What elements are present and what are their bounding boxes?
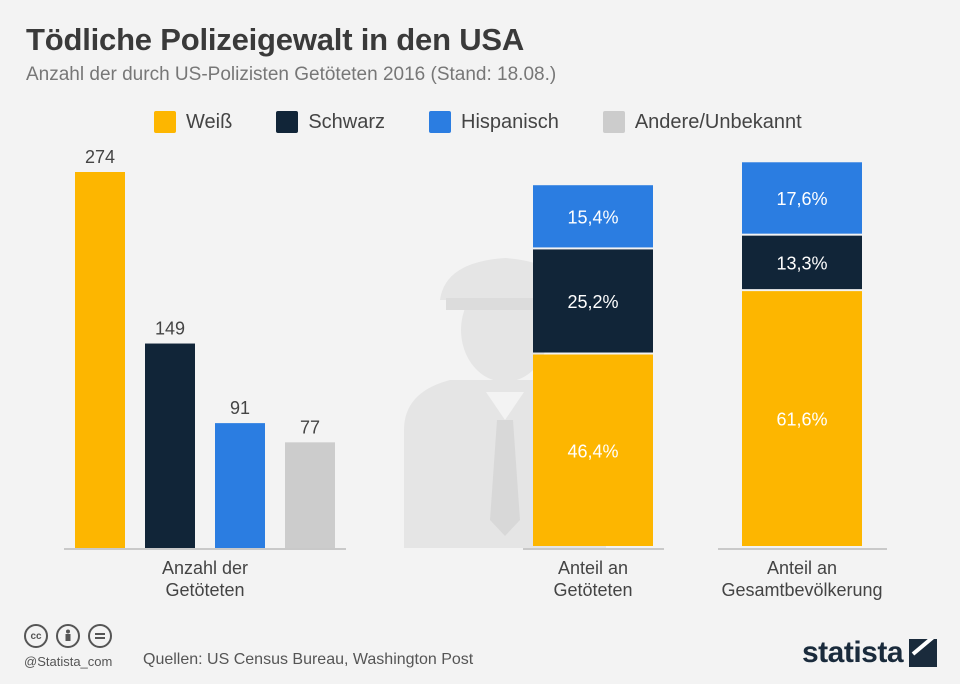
- legend-item-black: Schwarz: [276, 111, 385, 134]
- statista-logo: statista: [802, 636, 938, 670]
- legend-swatch-other: [602, 111, 625, 133]
- legend: Weiß Schwarz Hispanisch Andere/Unbekannt: [154, 108, 846, 136]
- segment-label-schwarz-2: 13,3%: [776, 253, 827, 273]
- license-icons: cc: [24, 624, 120, 648]
- legend-label-hispanic: Hispanisch: [461, 110, 559, 133]
- stacked-segment-weiss-2: [742, 291, 862, 546]
- segment-label-weiss-2: 61,6%: [776, 410, 827, 430]
- stacked-segment-weiss-1: [533, 354, 653, 546]
- legend-item-hispanic: Hispanisch: [429, 111, 559, 134]
- segment-label-hispanisch-1: 15,4%: [567, 207, 618, 227]
- legend-swatch-black: [276, 111, 299, 133]
- sources-note: Quellen: US Census Bureau, Washington Po…: [143, 651, 474, 668]
- bar-value-label-hispanisch: 91: [230, 398, 250, 418]
- bar-category-label-2-line-1: Anteil an: [767, 558, 837, 578]
- x-axis-label-line-2: Getöteten: [165, 580, 244, 600]
- bar-value-label-schwarz: 149: [155, 319, 185, 339]
- bar-schwarz: [145, 343, 195, 548]
- legend-swatch-hispanic: [429, 111, 452, 133]
- stacked-segment-hispanisch-2: [742, 162, 862, 234]
- cc-icon: cc: [24, 624, 48, 648]
- legend-item-white: Weiß: [154, 111, 232, 134]
- statista-mark-icon: [909, 639, 938, 667]
- x-axis-label-line-1: Anzahl der: [162, 558, 248, 578]
- legend-swatch-white: [154, 111, 176, 133]
- stacked-segment-schwarz-1: [533, 249, 653, 353]
- chart-title: Tödliche Polizeigewalt in den USA: [26, 22, 525, 57]
- stacked-segment-schwarz-2: [742, 235, 862, 290]
- nd-icon: [88, 624, 112, 648]
- bar-weiss: [75, 172, 125, 548]
- legend-label-black: Schwarz: [308, 110, 386, 133]
- bar-category-label-1-line-1: Anteil an: [558, 558, 628, 578]
- segment-label-weiss-1: 46,4%: [567, 441, 618, 461]
- bar-hispanisch: [215, 423, 265, 548]
- segment-label-hispanisch-2: 17,6%: [776, 189, 827, 209]
- by-icon: [56, 624, 80, 648]
- statista-wordmark: statista: [802, 636, 904, 669]
- chart-subtitle: Anzahl der durch US-Polizisten Getöteten…: [26, 64, 557, 85]
- bar-category-label-2-line-2: Gesamtbevölkerung: [721, 580, 882, 600]
- legend-label-white: Weiß: [186, 110, 233, 133]
- bar-category-label-1-line-2: Getöteten: [553, 580, 632, 600]
- share-comparison-chart: 46,4%25,2%15,4%Anteil anGetöteten61,6%13…: [523, 162, 887, 600]
- legend-label-other: Andere/Unbekannt: [634, 110, 802, 133]
- statista-handle: @Statista_com: [24, 654, 113, 669]
- legend-item-other: Andere/Unbekannt: [602, 110, 802, 134]
- bar-value-label-andere-unbekannt: 77: [300, 417, 320, 437]
- segment-label-schwarz-1: 25,2%: [567, 292, 618, 312]
- bar-value-label-weiss: 274: [85, 147, 115, 167]
- bar-andere-unbekannt: [285, 442, 335, 548]
- stacked-segment-hispanisch-1: [533, 185, 653, 248]
